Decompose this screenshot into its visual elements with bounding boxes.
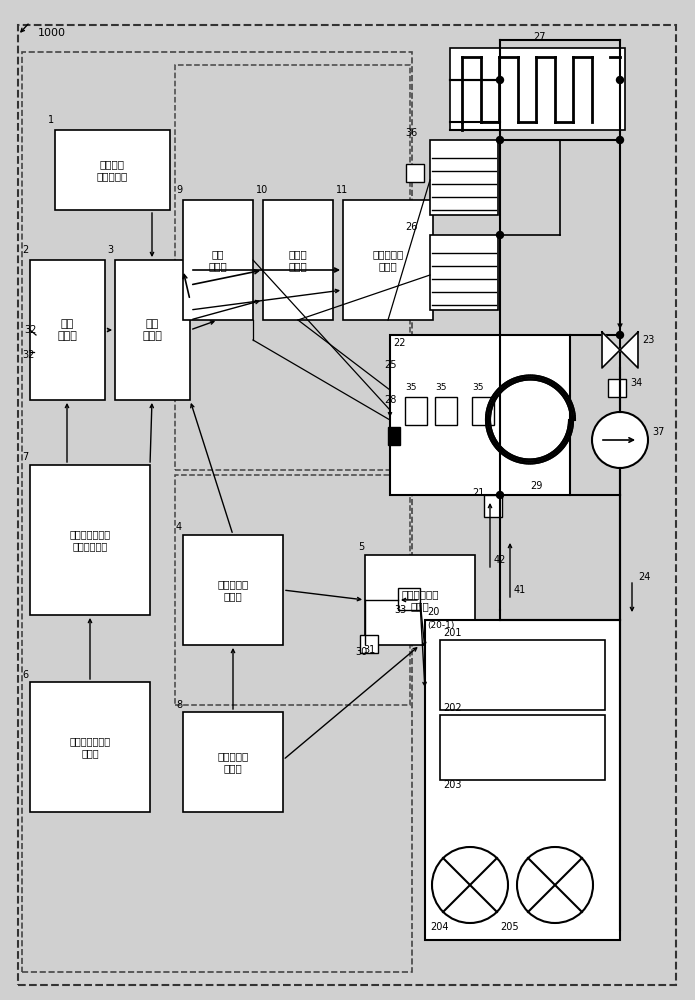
Circle shape — [496, 232, 503, 238]
Text: 36: 36 — [405, 128, 417, 138]
Bar — [430, 235, 498, 310]
Bar — [608, 379, 626, 397]
Text: 41: 41 — [514, 585, 526, 595]
Text: 35: 35 — [435, 383, 446, 392]
Text: 循環
制御部: 循環 制御部 — [208, 249, 227, 271]
Text: 運転切換判定値
設定部: 運転切換判定値 設定部 — [70, 736, 111, 758]
Text: 圧縮機頻率
設定部: 圧縮機頻率 設定部 — [218, 579, 249, 601]
Text: 32: 32 — [24, 325, 36, 335]
Text: 205: 205 — [500, 922, 518, 932]
Bar — [398, 588, 420, 610]
Bar — [183, 200, 253, 320]
Text: 7: 7 — [22, 452, 28, 462]
Text: 29: 29 — [530, 481, 542, 491]
Bar — [343, 200, 433, 320]
Circle shape — [616, 77, 623, 84]
Polygon shape — [620, 332, 638, 368]
Text: 32: 32 — [22, 350, 34, 360]
Bar — [365, 555, 475, 645]
Bar — [405, 397, 427, 425]
Bar — [425, 620, 620, 940]
Bar — [55, 130, 170, 210]
Text: 33: 33 — [394, 605, 407, 615]
Text: 24: 24 — [638, 572, 651, 582]
Bar — [406, 164, 424, 182]
Text: 1: 1 — [48, 115, 54, 125]
Bar — [22, 52, 412, 972]
Polygon shape — [602, 332, 620, 368]
Text: 10: 10 — [256, 185, 268, 195]
Text: 6: 6 — [22, 670, 28, 680]
Text: 35: 35 — [472, 383, 484, 392]
Bar — [30, 465, 150, 615]
Text: 3: 3 — [107, 245, 113, 255]
Circle shape — [496, 77, 503, 84]
Text: 20: 20 — [427, 607, 439, 617]
Text: 9: 9 — [176, 185, 182, 195]
Text: 23: 23 — [642, 335, 655, 345]
Text: 沸き上完成判定
伝熱器選択部: 沸き上完成判定 伝熱器選択部 — [70, 529, 111, 551]
Text: 三通弁
切換部: 三通弁 切換部 — [288, 249, 307, 271]
Text: 4: 4 — [176, 522, 182, 532]
Text: 22: 22 — [393, 338, 405, 348]
Text: 30: 30 — [355, 647, 367, 657]
Bar — [450, 48, 625, 130]
Text: 2: 2 — [22, 245, 28, 255]
Text: 31: 31 — [363, 645, 375, 655]
Bar — [360, 635, 378, 653]
Text: 26: 26 — [405, 222, 418, 232]
Bar — [263, 200, 333, 320]
Text: 42: 42 — [494, 555, 507, 565]
Text: 203: 203 — [443, 780, 461, 790]
Text: (20-1): (20-1) — [427, 621, 455, 630]
Text: 8: 8 — [176, 700, 182, 710]
Text: 5: 5 — [358, 542, 364, 552]
Text: 控制設定値
設定部: 控制設定値 設定部 — [218, 751, 249, 773]
Text: 27: 27 — [534, 32, 546, 42]
Text: 202: 202 — [443, 703, 461, 713]
Text: 水温
測量部: 水温 測量部 — [57, 319, 77, 341]
Text: 1000: 1000 — [38, 28, 66, 38]
Circle shape — [496, 491, 503, 498]
Text: 輔助加熱器
制御部: 輔助加熱器 制御部 — [373, 249, 404, 271]
Bar — [435, 397, 457, 425]
Text: 21: 21 — [472, 488, 484, 498]
Bar — [472, 397, 494, 425]
Text: 37: 37 — [652, 427, 664, 437]
Text: 201: 201 — [443, 628, 461, 638]
Bar — [115, 260, 190, 400]
Bar — [30, 682, 150, 812]
Text: 運転切換
手動設定部: 運転切換 手動設定部 — [97, 159, 128, 181]
Circle shape — [592, 412, 648, 468]
Text: 204: 204 — [430, 922, 448, 932]
Text: 圧縮機周波数
制御部: 圧縮機周波数 制御部 — [401, 589, 439, 611]
Bar — [430, 140, 498, 215]
Bar — [388, 427, 400, 445]
Circle shape — [616, 136, 623, 143]
Bar — [30, 260, 105, 400]
Circle shape — [616, 332, 623, 338]
Circle shape — [496, 136, 503, 143]
Bar — [175, 65, 410, 470]
Text: 11: 11 — [336, 185, 348, 195]
Text: 35: 35 — [405, 383, 416, 392]
Bar — [440, 640, 605, 710]
Text: 25: 25 — [384, 360, 397, 370]
Bar — [183, 535, 283, 645]
Bar — [484, 495, 502, 517]
Bar — [183, 712, 283, 812]
Text: 28: 28 — [384, 395, 396, 405]
Text: 34: 34 — [630, 378, 642, 388]
Bar — [440, 715, 605, 780]
Bar — [390, 335, 570, 495]
Bar — [175, 475, 410, 705]
Text: 運転
切換部: 運転 切換部 — [142, 319, 162, 341]
